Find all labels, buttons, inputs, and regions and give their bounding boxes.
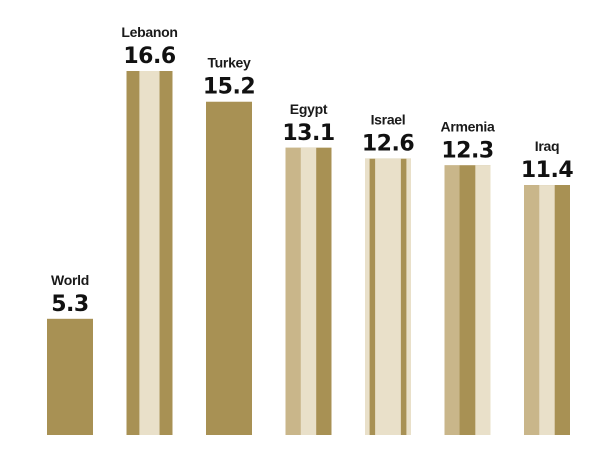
category-label: Egypt	[290, 101, 328, 117]
bar-value-label: 13.1	[282, 121, 334, 146]
flag-stripe	[140, 71, 159, 435]
category-label: Iraq	[535, 138, 559, 154]
flag-stripe	[524, 185, 540, 435]
category-label: Israel	[371, 112, 406, 128]
category-label: World	[51, 272, 89, 288]
flag-stripe	[554, 185, 570, 435]
bar	[206, 101, 252, 436]
bar-value-label: 15.2	[203, 75, 255, 100]
bar	[47, 318, 93, 435]
flag-stripe	[475, 165, 491, 435]
flag-stripe	[539, 185, 555, 435]
flag-stripe	[300, 147, 317, 436]
bar-value-label: 11.4	[521, 158, 573, 183]
flag-stripe	[369, 158, 376, 435]
flag-stripe	[444, 165, 460, 435]
flag-stripe	[400, 158, 407, 435]
bar-value-label: 12.6	[362, 132, 414, 157]
flag-stripe	[459, 165, 476, 435]
flag-stripe	[159, 71, 173, 435]
flag-stripe	[316, 147, 332, 436]
bar-value-label: 5.3	[51, 292, 88, 317]
category-label: Armenia	[441, 118, 495, 134]
category-label: Lebanon	[121, 24, 177, 40]
bar-value-label: 12.3	[441, 138, 493, 163]
category-label: Turkey	[207, 55, 251, 71]
bar-value-label: 16.6	[123, 44, 175, 69]
flag-stripe	[126, 71, 140, 435]
flag-stripe	[285, 147, 301, 436]
